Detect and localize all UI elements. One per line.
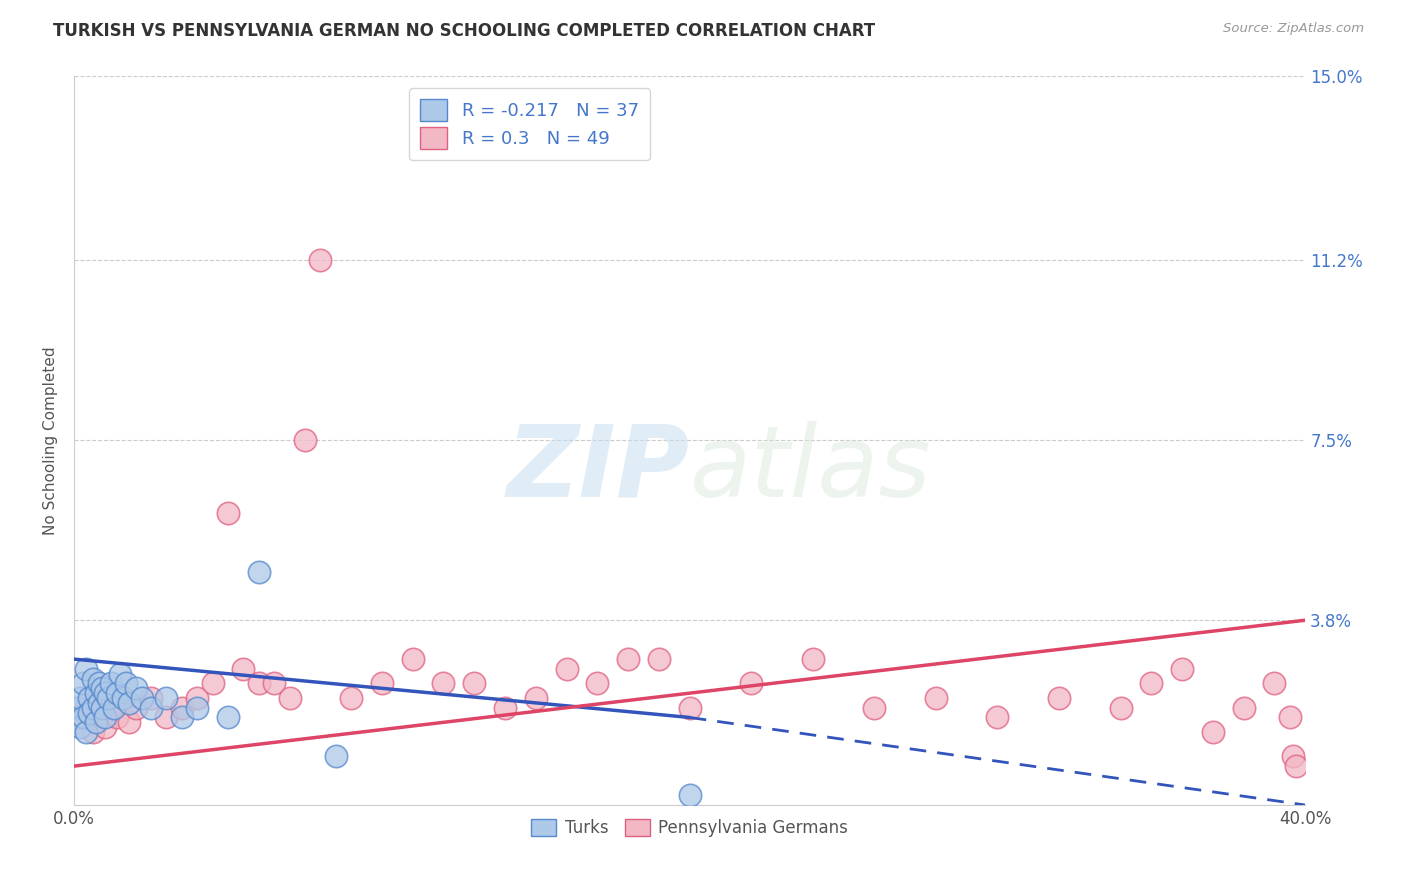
Point: [217, 506, 239, 520]
Point: [87, 696, 110, 710]
Point: [217, 710, 239, 724]
Point: [1263, 676, 1285, 690]
Point: [1109, 700, 1132, 714]
Point: [170, 710, 193, 724]
Point: [100, 700, 122, 714]
Point: [155, 691, 177, 706]
Point: [201, 676, 224, 690]
Point: [90, 700, 112, 714]
Point: [82, 725, 104, 739]
Point: [801, 652, 824, 666]
Point: [75, 700, 97, 714]
Point: [155, 710, 177, 724]
Point: [90, 681, 112, 696]
Point: [110, 666, 132, 681]
Point: [94, 710, 117, 724]
Point: [72, 676, 94, 690]
Point: [294, 434, 316, 448]
Point: [555, 662, 578, 676]
Point: [402, 652, 425, 666]
Point: [1171, 662, 1194, 676]
Point: [325, 749, 347, 764]
Point: [79, 691, 101, 706]
Point: [72, 710, 94, 724]
Point: [340, 691, 363, 706]
Point: [740, 676, 762, 690]
Point: [69, 691, 91, 706]
Text: ZIP: ZIP: [506, 421, 690, 518]
Point: [1278, 710, 1301, 724]
Point: [432, 676, 454, 690]
Point: [124, 681, 146, 696]
Point: [87, 676, 110, 690]
Point: [170, 700, 193, 714]
Point: [679, 700, 702, 714]
Point: [986, 710, 1008, 724]
Point: [118, 696, 141, 710]
Point: [131, 691, 153, 706]
Point: [75, 662, 97, 676]
Point: [139, 691, 162, 706]
Point: [105, 686, 128, 700]
Point: [69, 720, 91, 734]
Point: [75, 725, 97, 739]
Point: [1047, 691, 1070, 706]
Point: [278, 691, 301, 706]
Point: [247, 565, 270, 579]
Point: [263, 676, 285, 690]
Point: [82, 700, 104, 714]
Point: [309, 253, 332, 268]
Point: [118, 715, 141, 730]
Point: [186, 700, 208, 714]
Point: [66, 700, 89, 714]
Point: [186, 691, 208, 706]
Text: Source: ZipAtlas.com: Source: ZipAtlas.com: [1223, 22, 1364, 36]
Point: [100, 676, 122, 690]
Point: [232, 662, 254, 676]
Point: [463, 676, 485, 690]
Point: [648, 652, 671, 666]
Point: [679, 789, 702, 803]
Point: [139, 700, 162, 714]
Legend: Turks, Pennsylvania Germans: Turks, Pennsylvania Germans: [524, 813, 855, 844]
Point: [1140, 676, 1163, 690]
Point: [617, 652, 640, 666]
Point: [524, 691, 547, 706]
Point: [124, 700, 146, 714]
Point: [112, 691, 135, 706]
Point: [84, 715, 107, 730]
Text: atlas: atlas: [690, 421, 931, 518]
Point: [105, 710, 128, 724]
Point: [586, 676, 609, 690]
Point: [1285, 759, 1308, 773]
Point: [84, 686, 107, 700]
Point: [94, 686, 117, 700]
Y-axis label: No Schooling Completed: No Schooling Completed: [44, 346, 58, 534]
Point: [371, 676, 394, 690]
Point: [1282, 749, 1305, 764]
Point: [115, 676, 138, 690]
Point: [94, 720, 117, 734]
Point: [112, 691, 135, 706]
Point: [1202, 725, 1225, 739]
Point: [82, 672, 104, 686]
Point: [247, 676, 270, 690]
Point: [79, 706, 101, 720]
Point: [87, 691, 110, 706]
Point: [69, 710, 91, 724]
Point: [1233, 700, 1256, 714]
Point: [925, 691, 948, 706]
Point: [863, 700, 886, 714]
Point: [494, 700, 516, 714]
Point: [103, 700, 125, 714]
Point: [97, 691, 120, 706]
Text: TURKISH VS PENNSYLVANIA GERMAN NO SCHOOLING COMPLETED CORRELATION CHART: TURKISH VS PENNSYLVANIA GERMAN NO SCHOOL…: [53, 22, 876, 40]
